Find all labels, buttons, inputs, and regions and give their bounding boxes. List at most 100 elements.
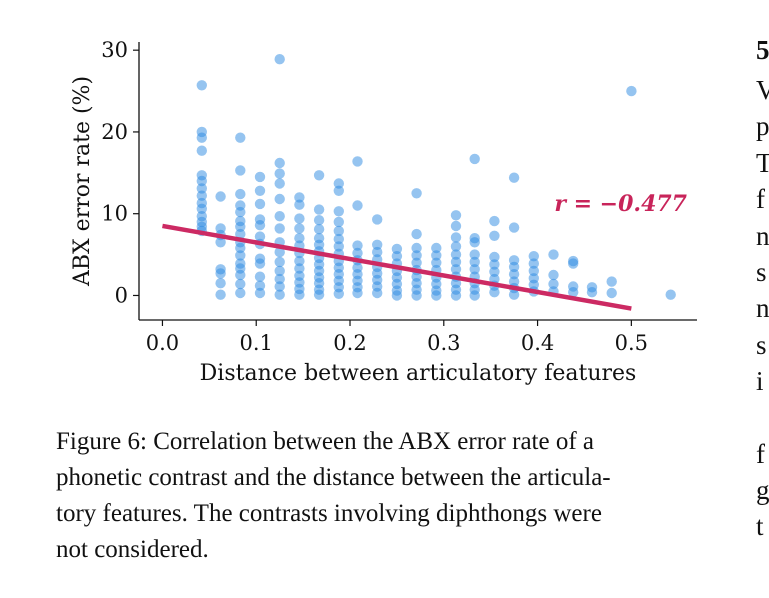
- data-point: [274, 193, 285, 205]
- caption-line: tory features. The contrasts involving d…: [56, 500, 602, 527]
- text-line: g: [756, 474, 769, 505]
- x-tick-label: 0.0: [146, 331, 179, 355]
- data-point: [352, 200, 363, 211]
- data-point: [274, 289, 285, 300]
- data-point: [196, 190, 207, 201]
- caption-line: Figure 6: Correlation between the ABX er…: [56, 428, 595, 455]
- data-point: [254, 198, 266, 210]
- data-point: [548, 249, 559, 260]
- text-line: n: [756, 220, 769, 251]
- x-tick-label: 0.5: [615, 331, 648, 355]
- data-point: [196, 145, 207, 156]
- data-point: [294, 199, 305, 210]
- y-axis-ticks: 0 10 20 30: [101, 38, 139, 307]
- data-point: [254, 287, 266, 299]
- data-point: [411, 257, 422, 268]
- data-point: [508, 261, 520, 273]
- y-tick-label: 0: [115, 283, 128, 307]
- section-heading: 5: [756, 35, 769, 65]
- data-point: [254, 258, 266, 269]
- data-point: [665, 289, 676, 300]
- data-point: [508, 172, 520, 183]
- data-point: [215, 278, 226, 289]
- data-point: [274, 211, 285, 222]
- data-point: [411, 290, 422, 301]
- data-point: [274, 281, 285, 292]
- data-point: [333, 241, 344, 252]
- data-point: [469, 264, 480, 275]
- data-point: [235, 206, 246, 218]
- data-point: [294, 213, 305, 224]
- data-point: [313, 170, 325, 181]
- text-line: V: [756, 75, 769, 105]
- text-line: p: [756, 111, 769, 142]
- data-point: [235, 250, 246, 261]
- text-line: f: [756, 438, 765, 469]
- data-point: [528, 251, 539, 262]
- data-point: [294, 223, 305, 234]
- y-axis-label: ABX error rate (%): [70, 76, 95, 287]
- data-point: [235, 269, 246, 281]
- scatter-chart: 0.0 0.1 0.2 0.3 0.4 0.5 0 10 20 30 Distance betw…: [70, 38, 697, 386]
- data-point: [254, 171, 266, 183]
- data-point: [508, 222, 520, 233]
- data-point: [294, 289, 305, 300]
- data-point: [489, 266, 500, 277]
- data-point: [235, 132, 246, 143]
- data-points: [196, 54, 676, 301]
- data-point: [196, 80, 207, 91]
- x-tick-label: 0.3: [427, 331, 460, 355]
- caption-line: phonetic contrast and the distance betwe…: [56, 464, 611, 491]
- data-point: [274, 157, 285, 169]
- data-point: [568, 258, 579, 269]
- data-point: [196, 175, 207, 187]
- data-point: [274, 246, 285, 258]
- data-point: [294, 233, 305, 244]
- data-point: [431, 242, 442, 254]
- data-point: [411, 188, 422, 199]
- data-point: [352, 287, 363, 299]
- data-point: [274, 178, 285, 189]
- data-point: [333, 206, 344, 217]
- data-point: [254, 280, 266, 291]
- data-point: [450, 256, 462, 268]
- data-point: [431, 250, 442, 261]
- data-point: [274, 265, 285, 277]
- data-point: [508, 289, 520, 300]
- data-point: [489, 230, 500, 241]
- data-point: [352, 240, 363, 251]
- data-point: [586, 287, 598, 298]
- data-point: [391, 290, 403, 301]
- data-point: [274, 54, 285, 65]
- data-point: [333, 225, 344, 237]
- text-line: n: [756, 293, 769, 324]
- y-tick-label: 10: [101, 202, 128, 226]
- data-point: [274, 223, 285, 234]
- data-point: [450, 249, 462, 260]
- x-tick-label: 0.4: [521, 331, 554, 355]
- data-point: [215, 237, 226, 248]
- data-point: [215, 191, 226, 202]
- x-axis-ticks: 0.0 0.1 0.2 0.3 0.4 0.5: [146, 320, 648, 355]
- data-point: [333, 288, 344, 299]
- data-point: [372, 214, 383, 225]
- y-tick-label: 30: [101, 38, 128, 62]
- text-line: s: [756, 256, 767, 287]
- data-point: [274, 256, 285, 268]
- data-point: [254, 271, 266, 282]
- data-point: [489, 259, 500, 270]
- x-axis-label: Distance between articulatory features: [200, 361, 637, 386]
- figure-caption: Figure 6: Correlation between the ABX er…: [56, 424, 718, 568]
- data-point: [235, 188, 246, 200]
- data-point: [450, 290, 462, 301]
- data-point: [431, 290, 442, 301]
- data-point: [215, 289, 226, 300]
- data-point: [254, 220, 266, 231]
- data-point: [469, 256, 480, 268]
- data-point: [528, 258, 539, 269]
- x-tick-label: 0.1: [240, 331, 273, 355]
- data-point: [196, 203, 207, 214]
- data-point: [313, 204, 325, 215]
- data-point: [372, 246, 383, 258]
- data-point: [568, 287, 579, 298]
